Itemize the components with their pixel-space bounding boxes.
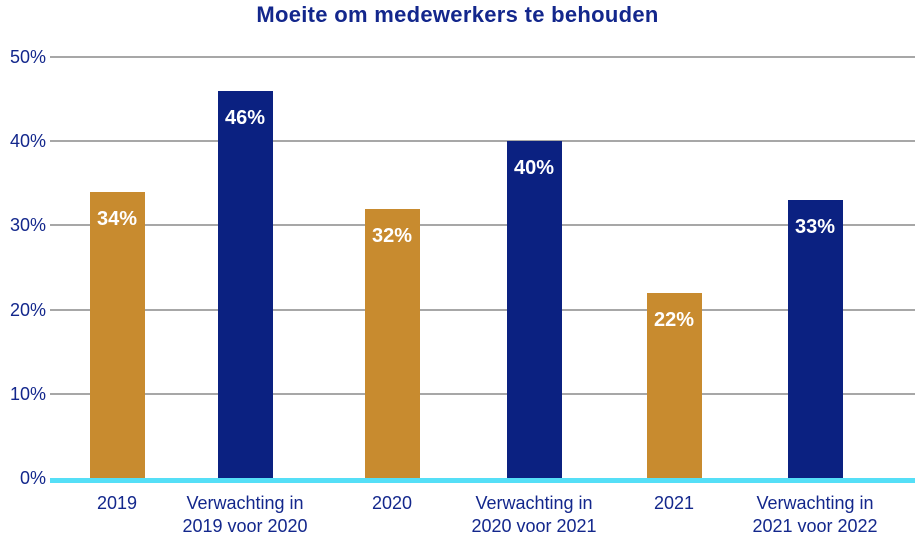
bar-2020: 32%	[364, 209, 420, 478]
bar-value-label: 40%	[513, 157, 555, 179]
x-axis-category-label: 2019	[96, 493, 138, 513]
gridline-10%	[50, 392, 915, 395]
gridline-30%	[50, 224, 915, 227]
y-axis-tick-label: 10%	[9, 383, 46, 404]
bar-verwachting-in-2021-voor-2022: 33%	[787, 200, 843, 478]
x-axis-category-label: Verwachting in 2021 voor 2022	[752, 493, 878, 536]
x-axis-category-label: 2020	[371, 493, 413, 513]
x-axis-category-label: 2021	[653, 493, 695, 513]
chart-title: Moeite om medewerkers te behouden	[256, 2, 659, 27]
bar-verwachting-in-2020-voor-2021: 40%	[506, 141, 562, 478]
y-axis-tick-label: 40%	[9, 131, 46, 152]
bar-value-label: 22%	[653, 309, 695, 331]
bar-2019: 34%	[89, 192, 145, 478]
bar-value-label: 33%	[794, 216, 836, 238]
x-axis-category-label: Verwachting in 2019 voor 2020	[182, 493, 308, 536]
x-axis-category-label: Verwachting in 2020 voor 2021	[471, 493, 597, 536]
y-axis-tick-label: 20%	[9, 299, 46, 320]
bar-value-label: 32%	[371, 225, 413, 247]
bar-verwachting-in-2019-voor-2020: 46%	[217, 91, 273, 478]
y-axis-tick-label: 50%	[9, 47, 46, 67]
y-axis-tick-label: 30%	[9, 215, 46, 236]
bar-2021: 22%	[646, 293, 702, 478]
gridline-50%	[50, 56, 915, 58]
bar-value-label: 34%	[96, 208, 138, 230]
bar-value-label: 46%	[224, 107, 266, 129]
gridline-40%	[50, 140, 915, 143]
gridline-20%	[50, 308, 915, 311]
y-axis-tick-label: 0%	[19, 468, 46, 488]
x-axis-baseline	[50, 478, 915, 483]
